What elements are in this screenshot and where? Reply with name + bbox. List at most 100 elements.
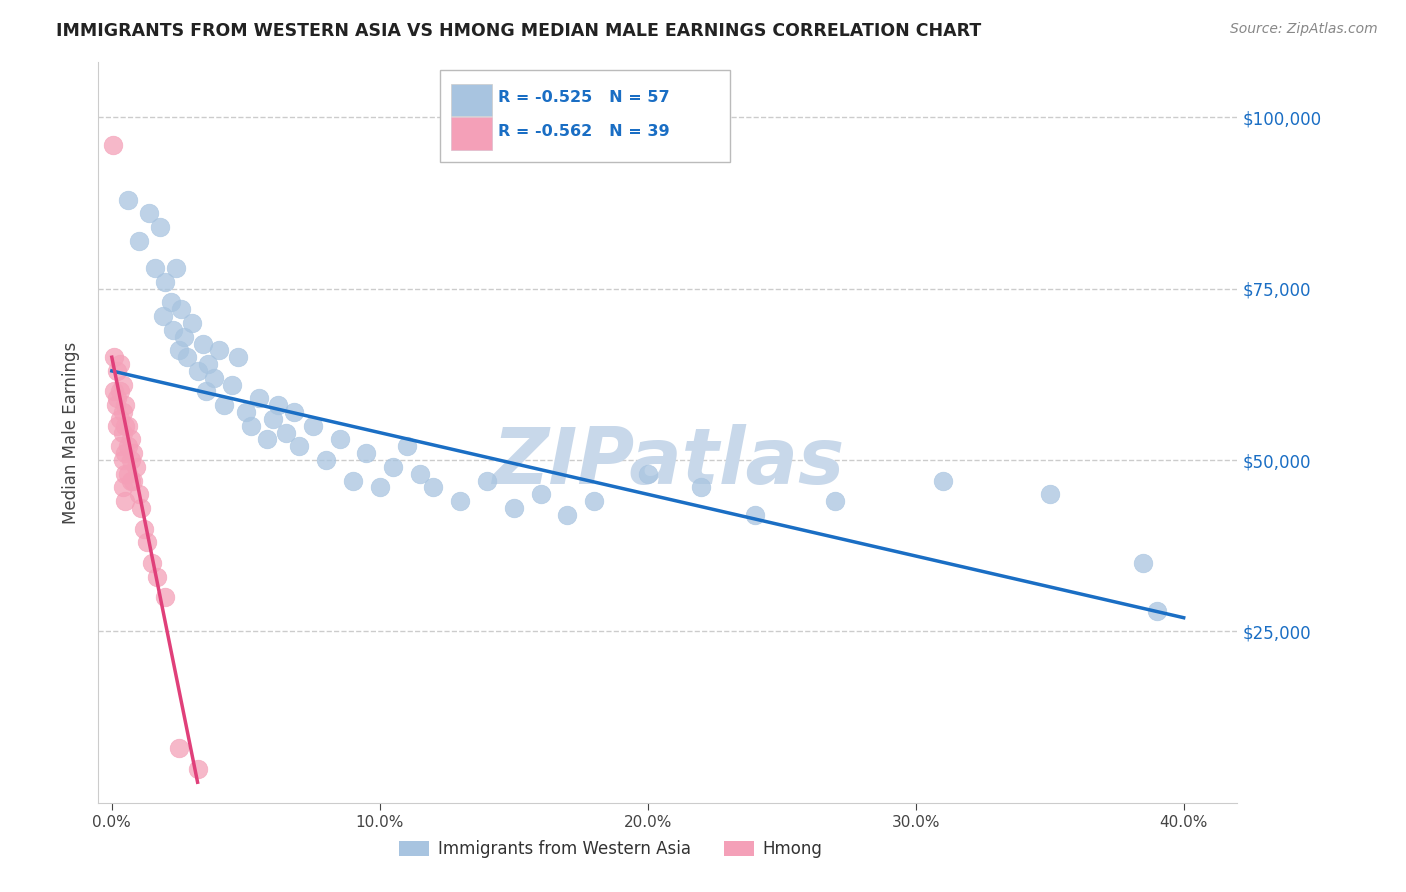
Point — [117, 193, 139, 207]
Point — [368, 480, 391, 494]
FancyBboxPatch shape — [451, 84, 492, 117]
Point — [114, 418, 136, 433]
Point — [395, 439, 418, 453]
Point — [274, 425, 297, 440]
Point — [356, 446, 378, 460]
Point — [120, 453, 142, 467]
Point — [155, 275, 177, 289]
Point — [342, 474, 364, 488]
Point — [283, 405, 305, 419]
Point — [262, 412, 284, 426]
Point — [824, 494, 846, 508]
Text: Source: ZipAtlas.com: Source: ZipAtlas.com — [1230, 22, 1378, 37]
Point — [475, 474, 498, 488]
Point — [108, 384, 131, 399]
Point — [181, 316, 204, 330]
Point — [143, 261, 166, 276]
Point — [1132, 556, 1154, 570]
Point — [931, 474, 953, 488]
Y-axis label: Median Male Earnings: Median Male Earnings — [62, 342, 80, 524]
Point — [101, 137, 124, 152]
Point — [409, 467, 432, 481]
Point — [117, 467, 139, 481]
Point — [194, 384, 217, 399]
Point — [187, 364, 209, 378]
Point — [744, 508, 766, 522]
Point — [637, 467, 659, 481]
Point — [120, 433, 142, 447]
Point — [315, 453, 337, 467]
Text: R = -0.525   N = 57: R = -0.525 N = 57 — [498, 90, 669, 105]
Point — [114, 446, 136, 460]
Point — [382, 459, 405, 474]
Point — [502, 501, 524, 516]
Point — [176, 350, 198, 364]
Point — [557, 508, 579, 522]
Point — [226, 350, 249, 364]
Point — [141, 556, 163, 570]
Point — [202, 371, 225, 385]
Point — [1039, 487, 1062, 501]
Point — [128, 487, 150, 501]
Point — [111, 425, 134, 440]
Legend: Immigrants from Western Asia, Hmong: Immigrants from Western Asia, Hmong — [392, 833, 830, 865]
Point — [165, 261, 187, 276]
Point — [167, 741, 190, 756]
Point — [208, 343, 231, 358]
Point — [422, 480, 444, 494]
Point — [449, 494, 471, 508]
Point — [529, 487, 551, 501]
Point — [690, 480, 713, 494]
Point — [191, 336, 214, 351]
Point — [197, 357, 219, 371]
Point — [214, 398, 236, 412]
Point — [122, 446, 145, 460]
Point — [187, 762, 209, 776]
Point — [132, 522, 155, 536]
FancyBboxPatch shape — [440, 70, 731, 162]
Point — [247, 392, 270, 406]
Point — [159, 295, 181, 310]
Point — [146, 569, 169, 583]
Point — [117, 439, 139, 453]
Point — [105, 364, 128, 378]
Point — [288, 439, 311, 453]
Point — [111, 480, 134, 494]
Point — [170, 302, 193, 317]
Point — [138, 206, 160, 220]
FancyBboxPatch shape — [451, 117, 492, 150]
Point — [1146, 604, 1168, 618]
Point — [155, 590, 177, 604]
Point — [114, 494, 136, 508]
Point — [111, 377, 134, 392]
Point — [117, 418, 139, 433]
Point — [111, 405, 134, 419]
Point — [221, 377, 243, 392]
Point — [167, 343, 190, 358]
Point — [129, 501, 152, 516]
Point — [128, 234, 150, 248]
Point — [103, 384, 125, 399]
Point — [135, 535, 157, 549]
Point — [105, 392, 128, 406]
Point — [120, 474, 142, 488]
Text: IMMIGRANTS FROM WESTERN ASIA VS HMONG MEDIAN MALE EARNINGS CORRELATION CHART: IMMIGRANTS FROM WESTERN ASIA VS HMONG ME… — [56, 22, 981, 40]
Point — [240, 418, 263, 433]
Point — [122, 474, 145, 488]
Point — [108, 439, 131, 453]
Point — [114, 467, 136, 481]
Point — [162, 323, 184, 337]
Point — [173, 329, 195, 343]
Point — [267, 398, 290, 412]
Point — [114, 398, 136, 412]
Point — [105, 418, 128, 433]
Point — [108, 412, 131, 426]
Point — [104, 398, 127, 412]
Point — [152, 309, 174, 323]
Point — [103, 350, 125, 364]
Point — [125, 459, 148, 474]
Point — [111, 453, 134, 467]
Point — [108, 357, 131, 371]
Text: R = -0.562   N = 39: R = -0.562 N = 39 — [498, 124, 669, 139]
Point — [301, 418, 323, 433]
